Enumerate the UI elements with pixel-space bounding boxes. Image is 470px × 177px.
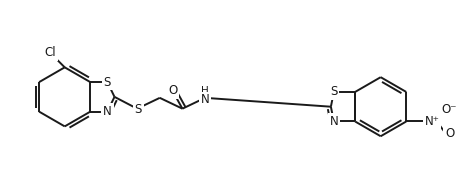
- Text: Cl: Cl: [44, 46, 56, 59]
- Text: N: N: [201, 93, 210, 106]
- Text: N⁺: N⁺: [424, 115, 439, 128]
- Text: N: N: [103, 105, 112, 118]
- Text: S: S: [104, 76, 111, 89]
- Text: S: S: [134, 103, 142, 116]
- Text: S: S: [330, 85, 337, 98]
- Text: O: O: [168, 84, 177, 98]
- Text: O: O: [445, 127, 454, 140]
- Text: O⁻: O⁻: [442, 103, 457, 116]
- Text: H: H: [201, 86, 209, 96]
- Text: N: N: [329, 115, 338, 128]
